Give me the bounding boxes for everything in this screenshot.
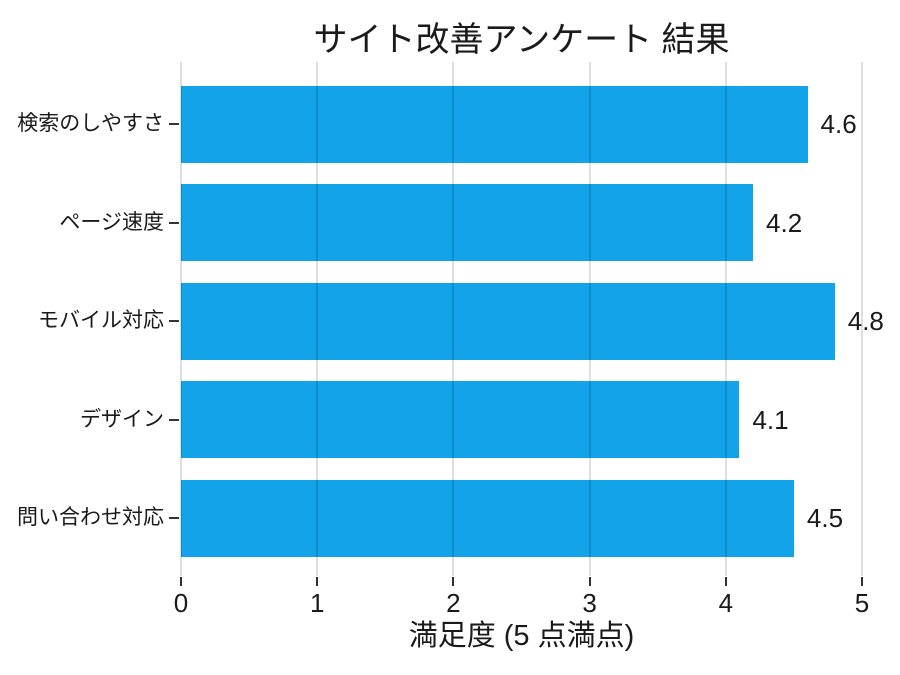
x-tick <box>861 577 863 586</box>
y-tick <box>169 123 179 125</box>
x-tick-label: 3 <box>582 588 597 618</box>
bar <box>181 184 754 261</box>
x-gridline <box>861 62 863 576</box>
category-label: 問い合わせ対応 <box>17 506 164 529</box>
bar <box>181 282 835 360</box>
x-tick-label: 2 <box>446 588 461 618</box>
bar-value-label: 4.2 <box>766 207 803 238</box>
bar <box>181 381 740 458</box>
category-label: 検索のしやすさ <box>17 112 164 135</box>
bar-value-label: 4.6 <box>820 109 857 139</box>
x-tick-label: 4 <box>718 588 734 618</box>
y-tick <box>169 517 179 519</box>
x-tick <box>724 577 727 586</box>
x-tick-label: 1 <box>309 588 325 618</box>
y-tick <box>169 418 179 421</box>
y-tick <box>169 320 179 322</box>
bar <box>181 85 808 163</box>
x-gridline <box>316 62 319 576</box>
y-tick <box>169 221 179 224</box>
x-tick <box>316 577 319 586</box>
x-tick <box>180 577 182 586</box>
x-axis-label: 満足度 (5 点満点) <box>408 620 635 652</box>
x-tick-label: 5 <box>854 588 870 618</box>
x-gridline <box>452 62 455 576</box>
bar-value-label: 4.8 <box>847 306 884 336</box>
x-tick <box>588 577 591 586</box>
category-label: ページ速度 <box>59 210 164 234</box>
bar <box>181 479 794 557</box>
x-gridline <box>724 62 727 576</box>
x-gridline <box>588 62 591 576</box>
category-label: デザイン <box>80 407 164 431</box>
x-gridline <box>180 62 182 576</box>
x-tick-label: 0 <box>173 588 189 618</box>
category-label: モバイル対応 <box>38 309 164 332</box>
x-tick <box>452 577 455 586</box>
chart-title: サイト改善アンケート 結果 <box>313 21 730 59</box>
bar-value-label: 4.5 <box>806 503 844 533</box>
bar-value-label: 4.1 <box>752 404 789 435</box>
